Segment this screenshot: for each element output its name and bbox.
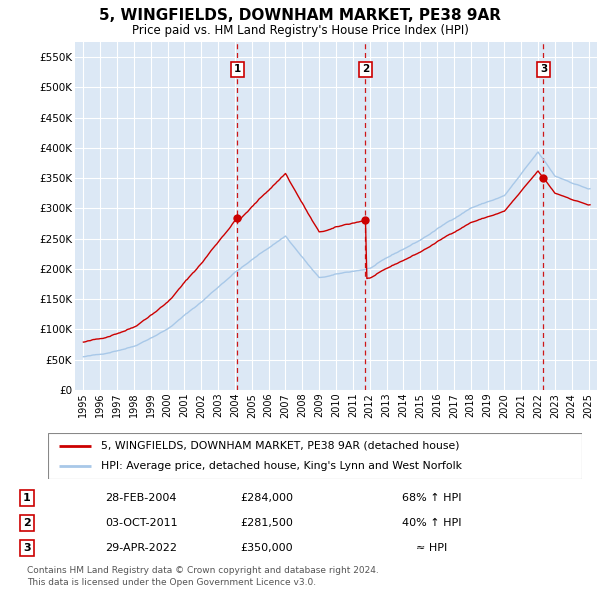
Text: 68% ↑ HPI: 68% ↑ HPI [402,493,462,503]
Text: 1: 1 [234,64,241,74]
Text: 28-FEB-2004: 28-FEB-2004 [105,493,176,503]
Text: HPI: Average price, detached house, King's Lynn and West Norfolk: HPI: Average price, detached house, King… [101,461,463,471]
Text: 3: 3 [23,543,31,553]
Text: 2: 2 [23,518,31,528]
Text: 40% ↑ HPI: 40% ↑ HPI [402,518,462,528]
Text: £350,000: £350,000 [241,543,293,553]
Text: Price paid vs. HM Land Registry's House Price Index (HPI): Price paid vs. HM Land Registry's House … [131,24,469,37]
Text: 5, WINGFIELDS, DOWNHAM MARKET, PE38 9AR (detached house): 5, WINGFIELDS, DOWNHAM MARKET, PE38 9AR … [101,441,460,451]
Text: Contains HM Land Registry data © Crown copyright and database right 2024.: Contains HM Land Registry data © Crown c… [27,566,379,575]
Text: 3: 3 [540,64,547,74]
Text: 2: 2 [362,64,369,74]
Text: £281,500: £281,500 [241,518,293,528]
Text: This data is licensed under the Open Government Licence v3.0.: This data is licensed under the Open Gov… [27,578,316,587]
Text: 29-APR-2022: 29-APR-2022 [105,543,177,553]
Text: 03-OCT-2011: 03-OCT-2011 [105,518,178,528]
Text: ≈ HPI: ≈ HPI [416,543,448,553]
Text: 5, WINGFIELDS, DOWNHAM MARKET, PE38 9AR: 5, WINGFIELDS, DOWNHAM MARKET, PE38 9AR [99,8,501,23]
Text: £284,000: £284,000 [241,493,293,503]
Text: 1: 1 [23,493,31,503]
